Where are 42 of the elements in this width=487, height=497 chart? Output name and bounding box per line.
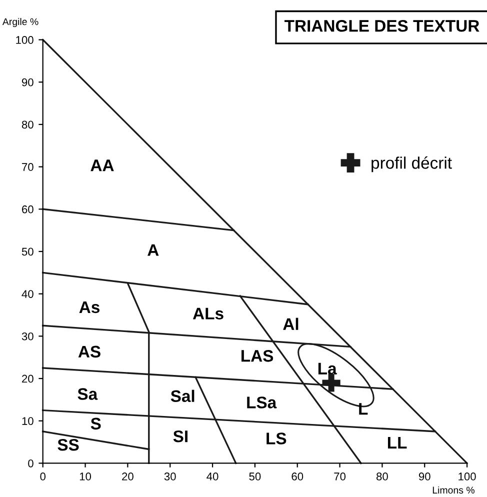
x-axis-title: Limons % bbox=[432, 486, 474, 494]
annotation: S bbox=[90, 418, 101, 430]
annotation: LS bbox=[266, 432, 286, 444]
y-tick-label: 70 bbox=[22, 163, 34, 171]
x-tick-label: 50 bbox=[249, 472, 261, 480]
annotation: SI bbox=[173, 430, 188, 442]
x-tick-label: 0 bbox=[40, 472, 46, 480]
x-tick-label: 30 bbox=[164, 472, 176, 480]
annotation: AA bbox=[90, 160, 114, 172]
y-tick-label: 100 bbox=[16, 36, 34, 44]
x-tick-label: 70 bbox=[334, 472, 346, 480]
annotation: LL bbox=[388, 436, 407, 448]
y-tick-label: 50 bbox=[22, 248, 34, 256]
x-tick-label: 20 bbox=[122, 472, 134, 480]
annotation: ALs bbox=[192, 308, 224, 320]
x-tick-label: 90 bbox=[418, 472, 430, 480]
y-tick-label: 0 bbox=[28, 459, 34, 468]
annotation: La bbox=[318, 362, 337, 375]
y-tick-label: 90 bbox=[22, 78, 34, 86]
y-tick-label: 10 bbox=[22, 417, 34, 425]
annotation: Sa bbox=[78, 388, 98, 400]
annotation: Sal bbox=[170, 390, 194, 402]
y-tick-label: 60 bbox=[22, 205, 34, 214]
legend-label: profil décrit bbox=[372, 156, 452, 172]
annotation: A bbox=[148, 244, 159, 256]
annotation: SS bbox=[58, 438, 79, 451]
annotation: LSa bbox=[247, 396, 277, 408]
annotation: AS bbox=[78, 346, 100, 358]
y-tick-label: 20 bbox=[22, 374, 34, 383]
x-tick-label: 60 bbox=[292, 472, 304, 480]
y-tick-label: 40 bbox=[22, 290, 34, 298]
annotation: LAS bbox=[242, 350, 274, 362]
y-tick-label: 80 bbox=[22, 120, 34, 129]
x-tick-label: 40 bbox=[206, 472, 218, 480]
y-axis-title: Argile % bbox=[2, 18, 38, 28]
x-tick-label: 80 bbox=[376, 472, 388, 480]
x-tick-label: 10 bbox=[80, 472, 92, 480]
annotation: Al bbox=[283, 318, 298, 330]
annotation: As bbox=[79, 301, 100, 314]
y-tick-label: 30 bbox=[22, 332, 34, 340]
x-tick-label: 100 bbox=[458, 472, 476, 480]
chart-title: TRIANGLE DES TEXTUR bbox=[284, 20, 480, 32]
